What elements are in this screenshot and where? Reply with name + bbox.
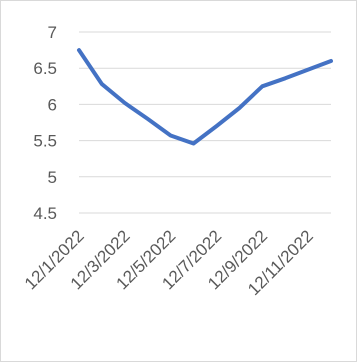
y-tick-label: 5.5 (33, 132, 57, 151)
y-tick-label: 6 (48, 95, 57, 114)
y-tick-label: 6.5 (33, 59, 57, 78)
y-tick-label: 4.5 (33, 204, 57, 223)
x-axis-tick-labels: 12/1/202212/3/202212/5/202212/7/202212/9… (21, 226, 317, 299)
series-line (77, 48, 333, 146)
series-lines (77, 48, 333, 146)
gridlines (79, 31, 331, 214)
y-tick-label: 5 (48, 168, 57, 187)
y-axis-tick-labels: 7 6.5 6 5.5 5 4.5 (33, 23, 57, 223)
y-tick-label: 7 (48, 23, 57, 42)
